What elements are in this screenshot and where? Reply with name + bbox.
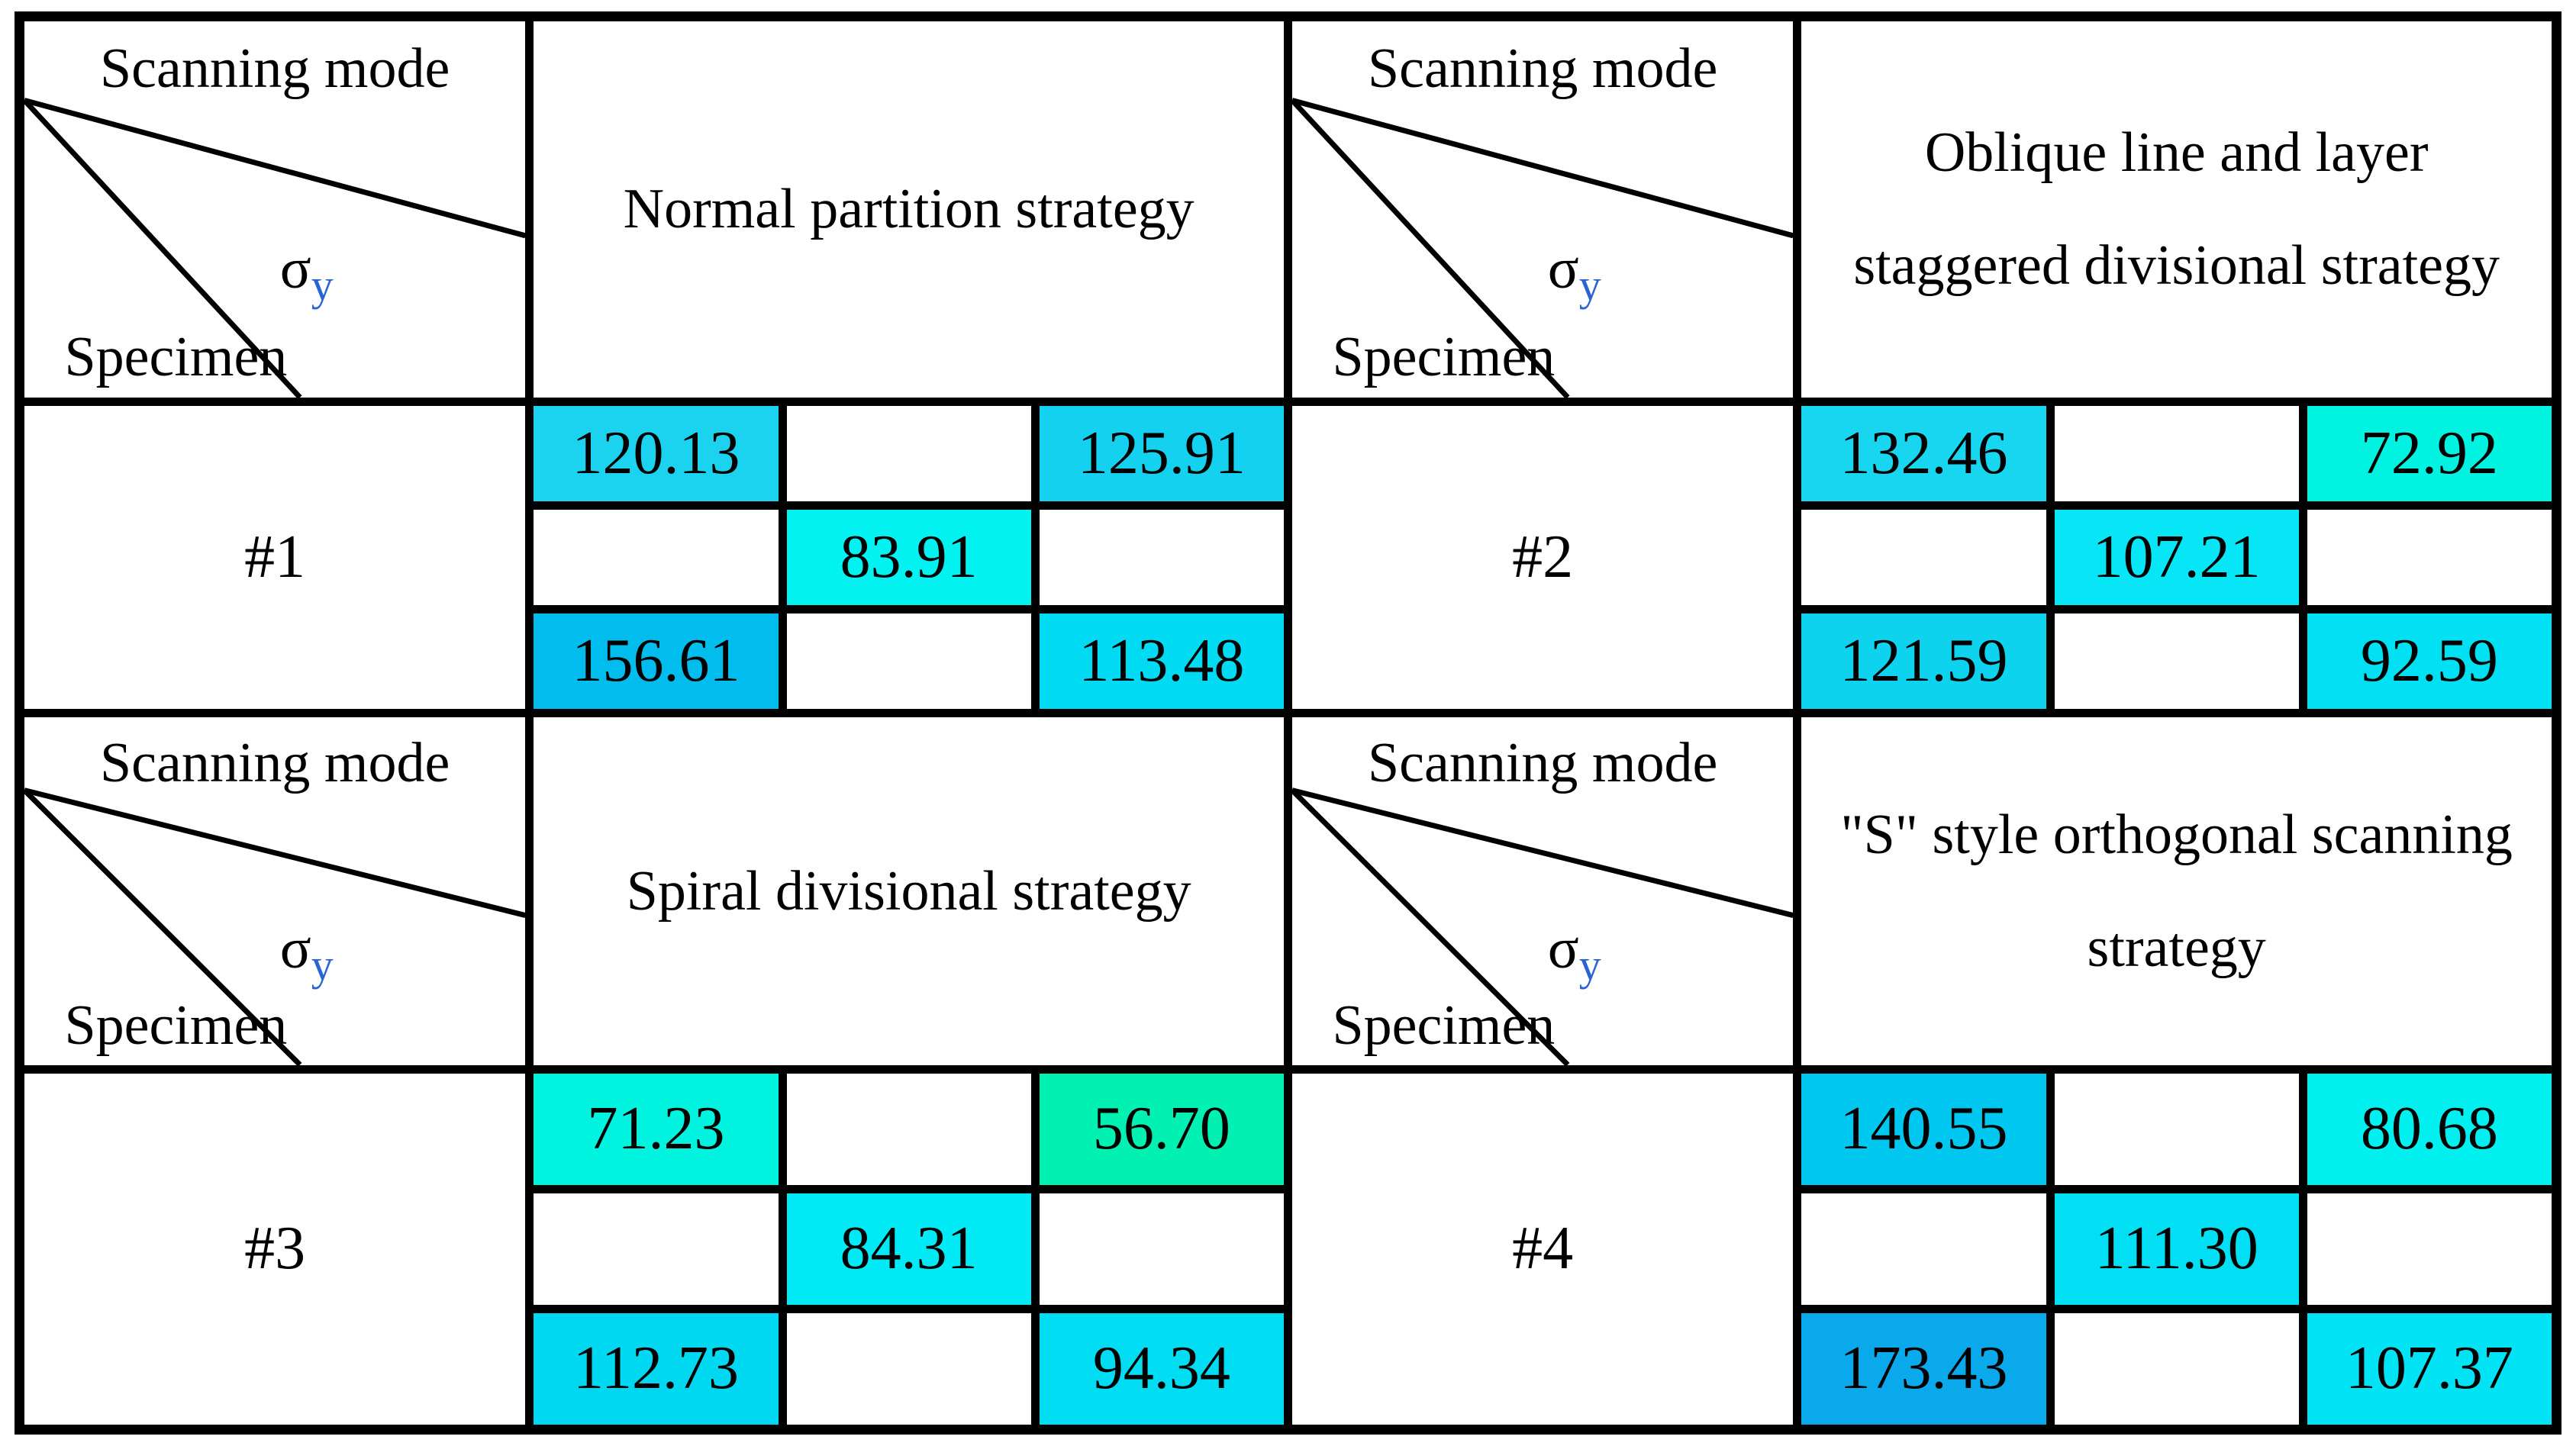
axis-label-scanning-mode: Scanning mode	[1368, 37, 1718, 100]
value-cell: 84.31	[786, 1193, 1031, 1305]
empty-cell	[2054, 614, 2299, 710]
sigma-symbol: σ	[1547, 916, 1579, 981]
quadrant-4: Scanning mode σy Specimen "S" style orth…	[1292, 717, 2552, 1425]
value-cell: 140.55	[1801, 1073, 2046, 1185]
value-cell: 80.68	[2307, 1073, 2552, 1185]
sigma-y-label: σy	[279, 916, 334, 987]
value-cell: 92.59	[2307, 614, 2552, 710]
specimen-label: #3	[24, 1073, 526, 1425]
specimen-label: #2	[1292, 405, 1794, 710]
results-table: Scanning mode σy Specimen Normal partiti…	[15, 11, 2561, 1435]
sigma-subscript: y	[311, 939, 334, 990]
empty-cell	[1039, 1193, 1284, 1305]
value-cell: 72.92	[2307, 405, 2552, 501]
diagonal-divider-lines	[24, 717, 525, 1064]
sigma-symbol: σ	[1547, 236, 1579, 301]
empty-cell	[534, 509, 779, 606]
value-cell: 156.61	[534, 614, 779, 710]
axis-label-specimen: Specimen	[64, 994, 288, 1057]
empty-cell	[2054, 1312, 2299, 1425]
value-cell: 71.23	[534, 1073, 779, 1185]
empty-cell	[2307, 1193, 2552, 1305]
empty-cell	[1039, 509, 1284, 606]
value-cell: 112.73	[534, 1312, 779, 1425]
axis-header-cell: Scanning mode σy Specimen	[1292, 717, 1794, 1065]
value-cell: 111.30	[2054, 1193, 2299, 1305]
sigma-y-label: σy	[279, 236, 334, 308]
strategy-title: "S" style orthogonal scanning strategy	[1801, 717, 2552, 1065]
axis-label-specimen: Specimen	[64, 325, 288, 388]
axis-label-specimen: Specimen	[1332, 325, 1556, 388]
axis-header-cell: Scanning mode σy Specimen	[24, 21, 526, 398]
value-cell: 121.59	[1801, 614, 2046, 710]
empty-cell	[1801, 1193, 2046, 1305]
empty-cell	[786, 405, 1031, 501]
quadrant-2: Scanning mode σy Specimen Oblique line a…	[1292, 21, 2552, 710]
diagonal-divider-lines	[1292, 717, 1793, 1064]
diagonal-divider-lines	[24, 21, 525, 398]
sigma-y-label: σy	[1547, 916, 1601, 987]
empty-cell	[2054, 405, 2299, 501]
axis-label-specimen: Specimen	[1332, 994, 1556, 1057]
sigma-subscript: y	[311, 260, 334, 311]
sigma-symbol: σ	[279, 236, 311, 301]
axis-label-scanning-mode: Scanning mode	[1368, 732, 1718, 795]
strategy-title: Normal partition strategy	[534, 21, 1284, 398]
value-cell: 107.21	[2054, 509, 2299, 606]
sigma-y-label: σy	[1547, 236, 1601, 308]
sigma-symbol: σ	[279, 916, 311, 981]
specimen-label: #4	[1292, 1073, 1794, 1425]
strategy-title: Oblique line and layer staggered divisio…	[1801, 21, 2552, 398]
empty-cell	[786, 1073, 1031, 1185]
value-cell: 83.91	[786, 509, 1031, 606]
axis-label-scanning-mode: Scanning mode	[100, 732, 450, 795]
diagonal-divider-lines	[1292, 21, 1793, 398]
empty-cell	[534, 1193, 779, 1305]
empty-cell	[786, 1312, 1031, 1425]
empty-cell	[2307, 509, 2552, 606]
sigma-subscript: y	[1578, 260, 1601, 311]
value-cell: 113.48	[1039, 614, 1284, 710]
value-cell: 173.43	[1801, 1312, 2046, 1425]
specimen-label: #1	[24, 405, 526, 710]
value-cell: 125.91	[1039, 405, 1284, 501]
value-cell: 107.37	[2307, 1312, 2552, 1425]
quadrant-1: Scanning mode σy Specimen Normal partiti…	[24, 21, 1284, 710]
table-grid: Scanning mode σy Specimen Normal partiti…	[24, 21, 2552, 1425]
axis-header-cell: Scanning mode σy Specimen	[1292, 21, 1794, 398]
value-cell: 94.34	[1039, 1312, 1284, 1425]
empty-cell	[1801, 509, 2046, 606]
strategy-title: Spiral divisional strategy	[534, 717, 1284, 1065]
value-cell: 120.13	[534, 405, 779, 501]
sigma-subscript: y	[1578, 939, 1601, 990]
quadrant-3: Scanning mode σy Specimen Spiral divisio…	[24, 717, 1284, 1425]
value-cell: 132.46	[1801, 405, 2046, 501]
empty-cell	[786, 614, 1031, 710]
axis-label-scanning-mode: Scanning mode	[100, 37, 450, 100]
empty-cell	[2054, 1073, 2299, 1185]
axis-header-cell: Scanning mode σy Specimen	[24, 717, 526, 1065]
value-cell: 56.70	[1039, 1073, 1284, 1185]
